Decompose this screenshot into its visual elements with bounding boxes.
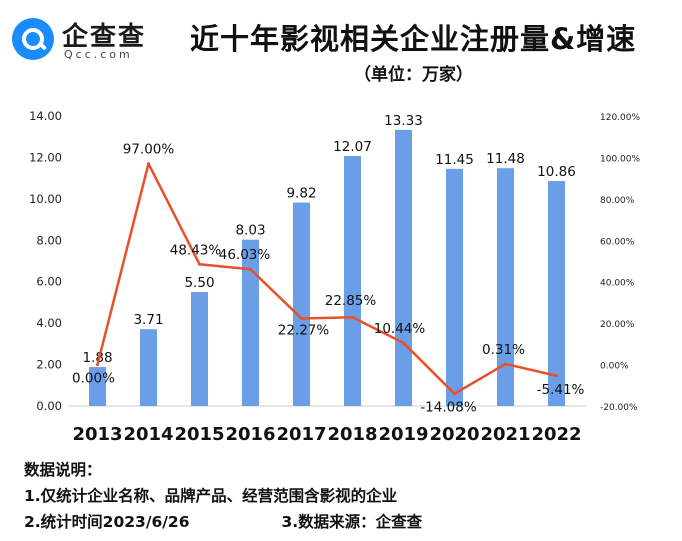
notes-item-3: 3.数据来源：企查查: [281, 513, 423, 531]
bar-2021: [497, 168, 514, 406]
x-axis-tick-label: 2015: [174, 424, 224, 445]
bar-2017: [293, 202, 310, 406]
growth-point-2013: [96, 363, 99, 367]
growth-value-label: 22.85%: [325, 293, 377, 309]
left-axis-tick-label: 10.00: [29, 192, 62, 206]
bar-2016: [242, 239, 259, 406]
notes-item-2: 2.统计时间2023/6/26: [24, 513, 190, 531]
search-magnifier-icon: [12, 18, 54, 60]
qcc-logo: 企查查 Qcc.com: [8, 14, 178, 62]
bar-value-label: 8.03: [235, 223, 265, 239]
bar-value-label: 10.86: [537, 164, 576, 180]
bar-2019: [395, 129, 412, 406]
x-axis-tick-label: 2013: [72, 424, 122, 445]
left-axis-tick-label: 2.00: [36, 358, 62, 372]
growth-value-label: -14.08%: [420, 400, 477, 416]
chart-title: 近十年影视相关企业注册量&增速: [190, 22, 637, 56]
growth-point-2014: [147, 162, 150, 166]
right-axis-tick-label: 120.00%: [600, 113, 640, 123]
chart-unit: （单位：万家）: [354, 65, 473, 85]
bar-2015: [191, 292, 208, 406]
right-axis-tick-label: 20.00%: [600, 320, 635, 330]
growth-point-2021: [504, 362, 507, 366]
bar-value-label: 3.71: [133, 312, 163, 328]
bar-2013: [89, 367, 106, 406]
growth-point-2016: [249, 267, 252, 271]
notes-row-2: 2.统计时间2023/6/26 3.数据来源：企查查: [24, 509, 422, 535]
x-axis-tick-label: 2018: [327, 424, 377, 445]
bar-2022: [548, 181, 565, 406]
growth-value-label: 22.27%: [278, 322, 330, 338]
growth-value-label: 97.00%: [123, 142, 175, 158]
left-axis-tick-label: 8.00: [36, 233, 62, 247]
bar-value-label: 1.88: [82, 350, 112, 366]
growth-point-2019: [402, 341, 405, 345]
left-axis-tick-label: 14.00: [29, 109, 62, 123]
bar-value-label: 11.45: [435, 152, 474, 168]
bar-value-label: 12.07: [333, 139, 372, 155]
x-axis-tick-label: 2021: [480, 424, 530, 445]
x-axis-tick-label: 2020: [429, 424, 479, 445]
x-axis-tick-label: 2014: [123, 424, 173, 445]
growth-point-2017: [300, 316, 303, 320]
right-axis-tick-label: 0.00%: [600, 362, 629, 372]
bar-2014: [140, 329, 157, 406]
bar-2020: [446, 168, 463, 406]
growth-point-2015: [198, 262, 201, 266]
left-axis-tick-label: 12.00: [29, 150, 62, 164]
x-axis-tick-label: 2022: [531, 424, 581, 445]
bar-value-label: 9.82: [286, 186, 316, 202]
left-axis-tick-label: 0.00: [36, 399, 62, 413]
growth-value-label: 46.03%: [219, 247, 271, 263]
left-axis-tick-label: 4.00: [36, 316, 62, 330]
growth-point-2018: [351, 315, 354, 319]
growth-value-label: 48.43%: [170, 242, 222, 258]
bar-value-label: 11.48: [486, 151, 525, 167]
right-axis-tick-label: -20.00%: [600, 403, 638, 413]
right-axis-tick-label: 40.00%: [600, 279, 635, 289]
right-axis-tick-label: 60.00%: [600, 237, 635, 247]
x-axis-tick-label: 2019: [378, 424, 428, 445]
growth-value-label: -5.41%: [537, 382, 585, 398]
bar-2018: [344, 155, 361, 406]
x-axis-tick-label: 2017: [276, 424, 326, 445]
growth-point-2020: [453, 392, 456, 396]
growth-value-label: 0.31%: [482, 342, 525, 358]
left-axis-tick-label: 6.00: [36, 275, 62, 289]
notes-item-1: 1.仅统计企业名称、品牌产品、经营范围含影视的企业: [24, 487, 398, 505]
growth-value-label: 10.44%: [374, 321, 426, 337]
x-axis-tick-label: 2016: [225, 424, 275, 445]
combo-chart: 0.00 2.00 4.00 6.00 8.00 10.00 12.00 14.00 -20.0…: [29, 109, 640, 445]
growth-rate-line: [96, 162, 557, 395]
brand-domain: Qcc.com: [64, 48, 133, 61]
right-axis-tick-label: 80.00%: [600, 196, 635, 206]
bar-value-label: 13.33: [384, 113, 423, 129]
growth-point-2022: [555, 374, 558, 378]
bar-value-label: 5.50: [184, 275, 214, 291]
notes-heading: 数据说明：: [24, 461, 102, 479]
data-notes: 数据说明： 1.仅统计企业名称、品牌产品、经营范围含影视的企业 2.统计时间20…: [24, 457, 422, 535]
growth-value-label: 0.00%: [72, 371, 115, 387]
right-axis-tick-label: 100.00%: [600, 154, 640, 164]
brand-name: 企查查: [62, 22, 147, 52]
